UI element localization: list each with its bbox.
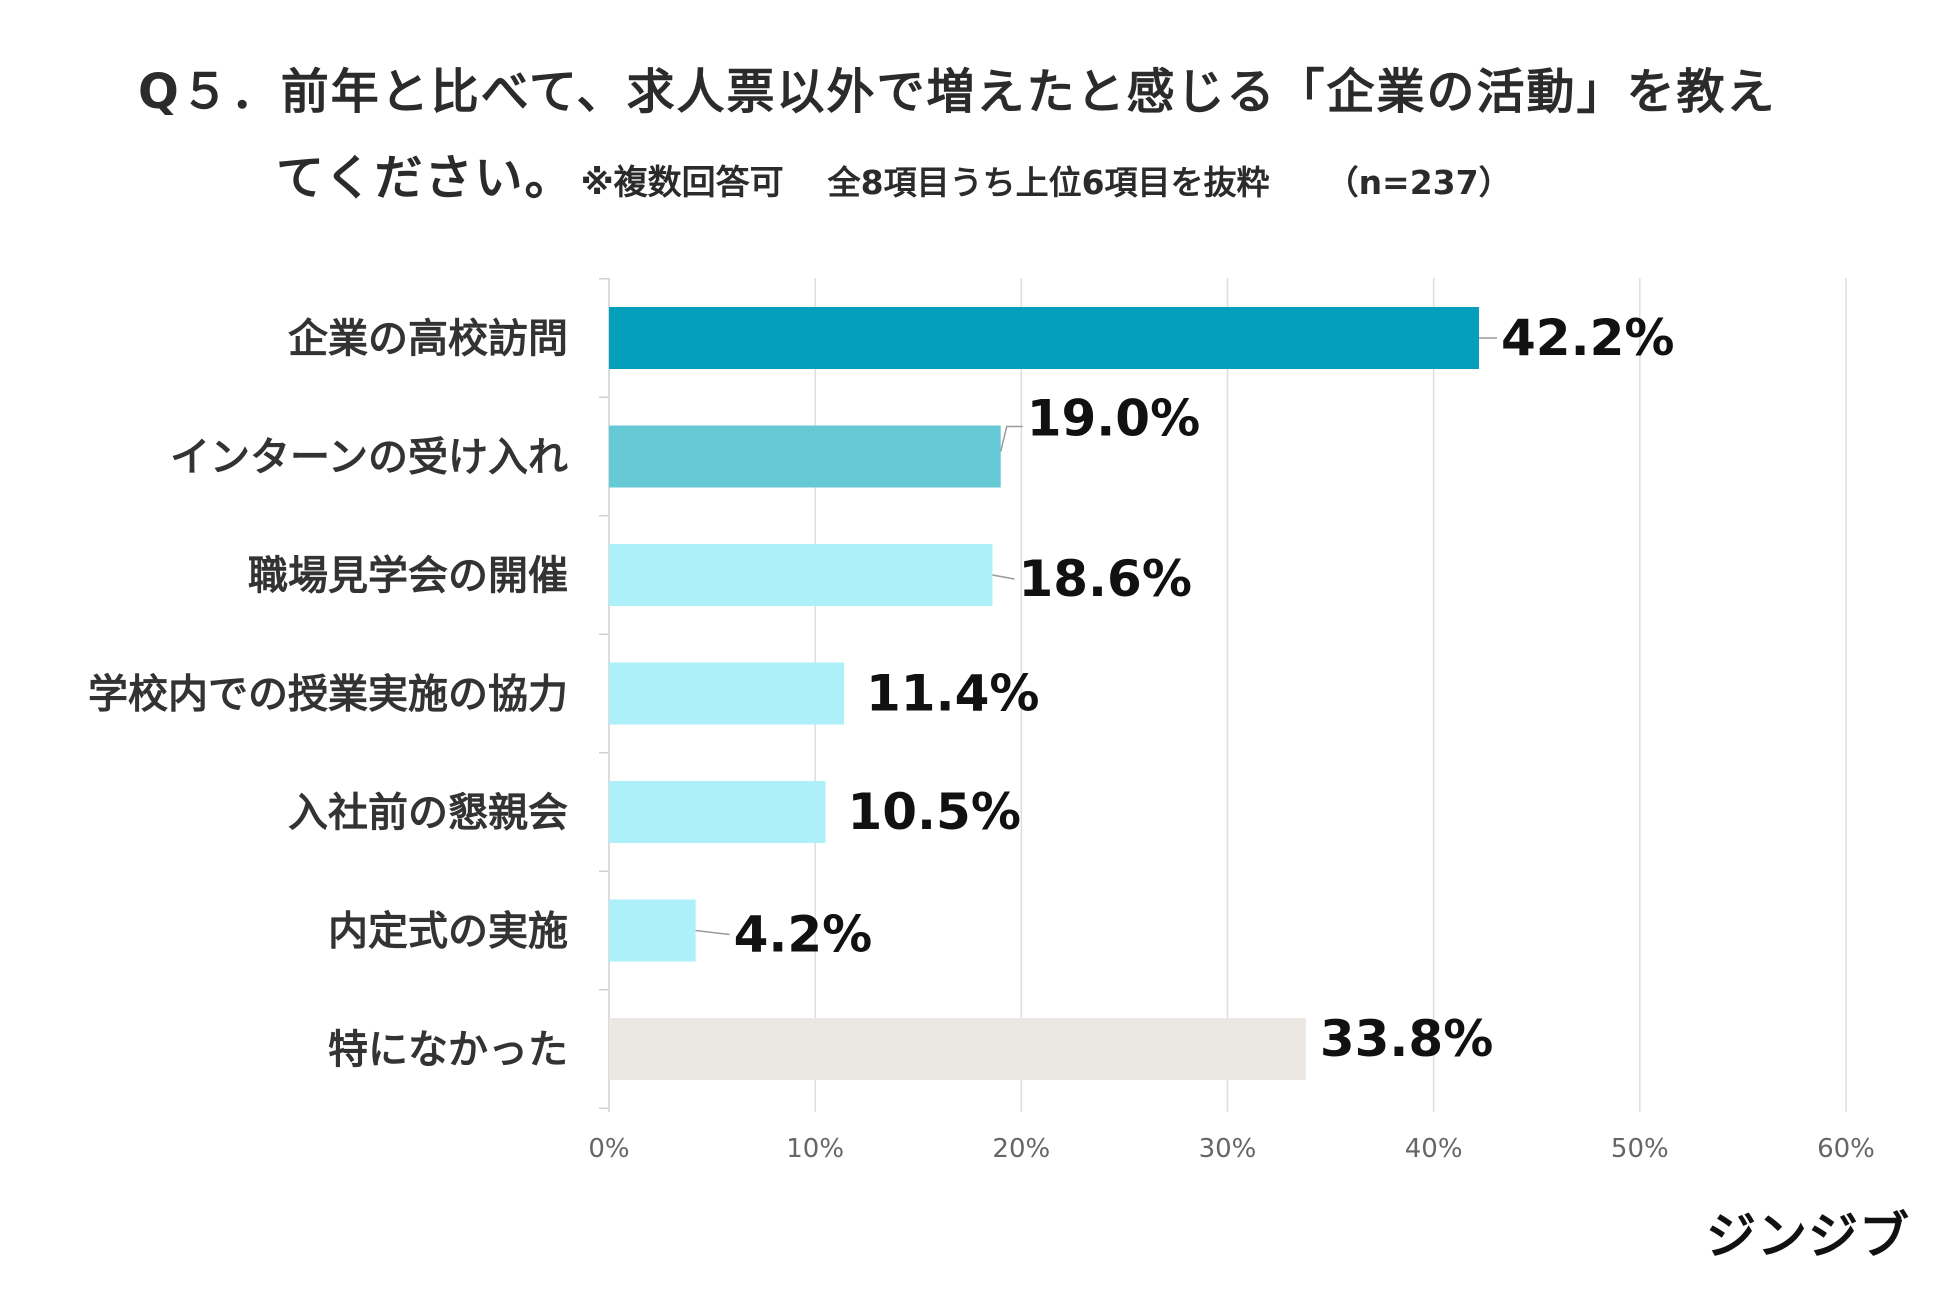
excerpt-note: 全8項目うち上位6項目を抜粋 [827,163,1270,202]
x-tick-label: 30% [1199,1134,1257,1164]
bar-1 [609,307,1480,369]
bar-4 [609,662,845,725]
chart-title-line1: Q５．前年と比べて、求人票以外で増えたと感じる「企業の活動」を教え [138,64,1777,120]
category-label: 企業の高校訪問 [288,316,568,362]
value-label: 10.5% [847,783,1020,841]
value-label: 4.2% [734,906,873,964]
x-tick-label: 60% [1817,1134,1875,1164]
x-tick-label: 10% [786,1134,844,1164]
category-label: インターンの受け入れ [170,435,568,481]
x-tick-label: 0% [588,1134,629,1164]
category-label: 内定式の実施 [328,909,568,955]
chart-title-line2: てください。 ※複数回答可 全8項目うち上位6項目を抜粋 （n=237） [276,138,1512,208]
category-label: 入社前の懇親会 [288,790,568,836]
sample-size: （n=237） [1325,163,1512,202]
value-leader-line [999,425,1023,452]
multiple-answer-note: ※複数回答可 [580,163,784,203]
value-label: 11.4% [866,665,1039,723]
value-label: 19.0% [1027,390,1200,448]
value-label: 42.2% [1501,309,1674,367]
category-label: 学校内での授業実施の協力 [88,672,568,718]
value-leader-line [695,929,730,936]
value-label: 33.8% [1320,1010,1493,1068]
chart-title-line2-main: てください。 [276,150,575,206]
brand-logo: ジンジブ [1706,1207,1910,1265]
x-tick-label: 20% [992,1134,1050,1164]
value-leader-line [992,574,1015,580]
x-tick-label: 40% [1405,1134,1463,1164]
value-label: 18.6% [1018,550,1191,608]
bar-6 [609,899,696,962]
bar-7 [609,1018,1306,1080]
category-label: 職場見学会の開催 [248,553,568,599]
bar-3 [609,544,993,606]
bar-2 [609,425,1001,488]
x-tick-label: 50% [1611,1134,1669,1164]
bar-5 [609,781,826,843]
category-label: 特になかった [328,1027,568,1073]
